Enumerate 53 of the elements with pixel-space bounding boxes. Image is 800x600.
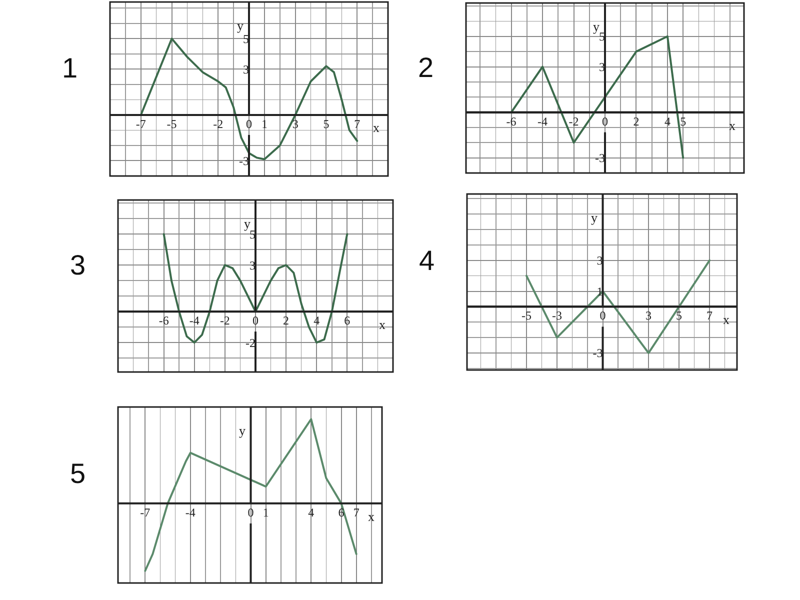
x-tick-label: 1	[261, 116, 268, 131]
y-axis-title: y	[239, 423, 246, 438]
x-tick-label: -4	[189, 314, 200, 328]
x-tick-label: 6	[344, 314, 350, 328]
x-tick-label: 5	[680, 114, 686, 128]
x-tick-label: 2	[283, 314, 290, 328]
text: 4	[419, 245, 435, 276]
x-axis-title: x	[729, 118, 736, 133]
y-tick-label: -3	[592, 346, 603, 360]
x-tick-label: 0	[602, 114, 608, 128]
x-tick-label: 2	[633, 114, 640, 128]
x-tick-label: -2	[213, 116, 224, 131]
x-tick-label: 7	[706, 308, 713, 323]
x-tick-label: 0	[600, 308, 606, 323]
x-tick-label: 4	[664, 114, 670, 128]
x-tick-label: 4	[314, 314, 320, 328]
y-axis-title: y	[244, 216, 251, 231]
x-tick-label: 7	[354, 116, 360, 131]
x-tick-label: 7	[353, 505, 360, 520]
text: 1	[62, 52, 78, 84]
y-tick-label: -2	[246, 336, 256, 350]
y-tick-label: 3	[596, 254, 603, 268]
y-axis-title: y	[591, 210, 598, 225]
x-tick-label: 5	[323, 116, 330, 131]
text: 5	[70, 458, 86, 490]
x-tick-label: -6	[506, 114, 516, 128]
x-tick-label: -4	[185, 505, 196, 520]
x-axis-title: x	[379, 317, 386, 332]
x-tick-label: 0	[248, 505, 254, 520]
x-tick-label: -2	[220, 314, 230, 328]
text: 2	[418, 52, 434, 83]
x-tick-label: 4	[308, 505, 314, 520]
y-axis-title: y	[593, 19, 600, 34]
x-tick-label: 5	[676, 308, 682, 323]
y-axis-title: y	[237, 18, 244, 33]
text: 3	[70, 250, 86, 281]
x-tick-label: -4	[538, 114, 548, 128]
x-tick-label: -6	[158, 314, 169, 328]
x-axis-title: x	[373, 120, 380, 135]
x-tick-label: 0	[252, 314, 258, 328]
x-axis-title: x	[368, 509, 375, 524]
x-tick-label: -5	[166, 116, 177, 131]
x-tick-label: -5	[521, 308, 532, 323]
x-tick-label: 6	[338, 505, 344, 520]
x-tick-label: 0	[246, 116, 252, 131]
x-axis-title: x	[723, 312, 730, 327]
x-tick-label: 3	[646, 308, 652, 323]
x-tick-label: 1	[262, 505, 269, 520]
x-tick-label: -7	[136, 116, 146, 131]
x-tick-label: 3	[292, 116, 298, 131]
x-tick-label: -7	[140, 505, 150, 520]
x-tick-label: -2	[568, 114, 579, 128]
x-tick-label: -3	[552, 308, 562, 323]
